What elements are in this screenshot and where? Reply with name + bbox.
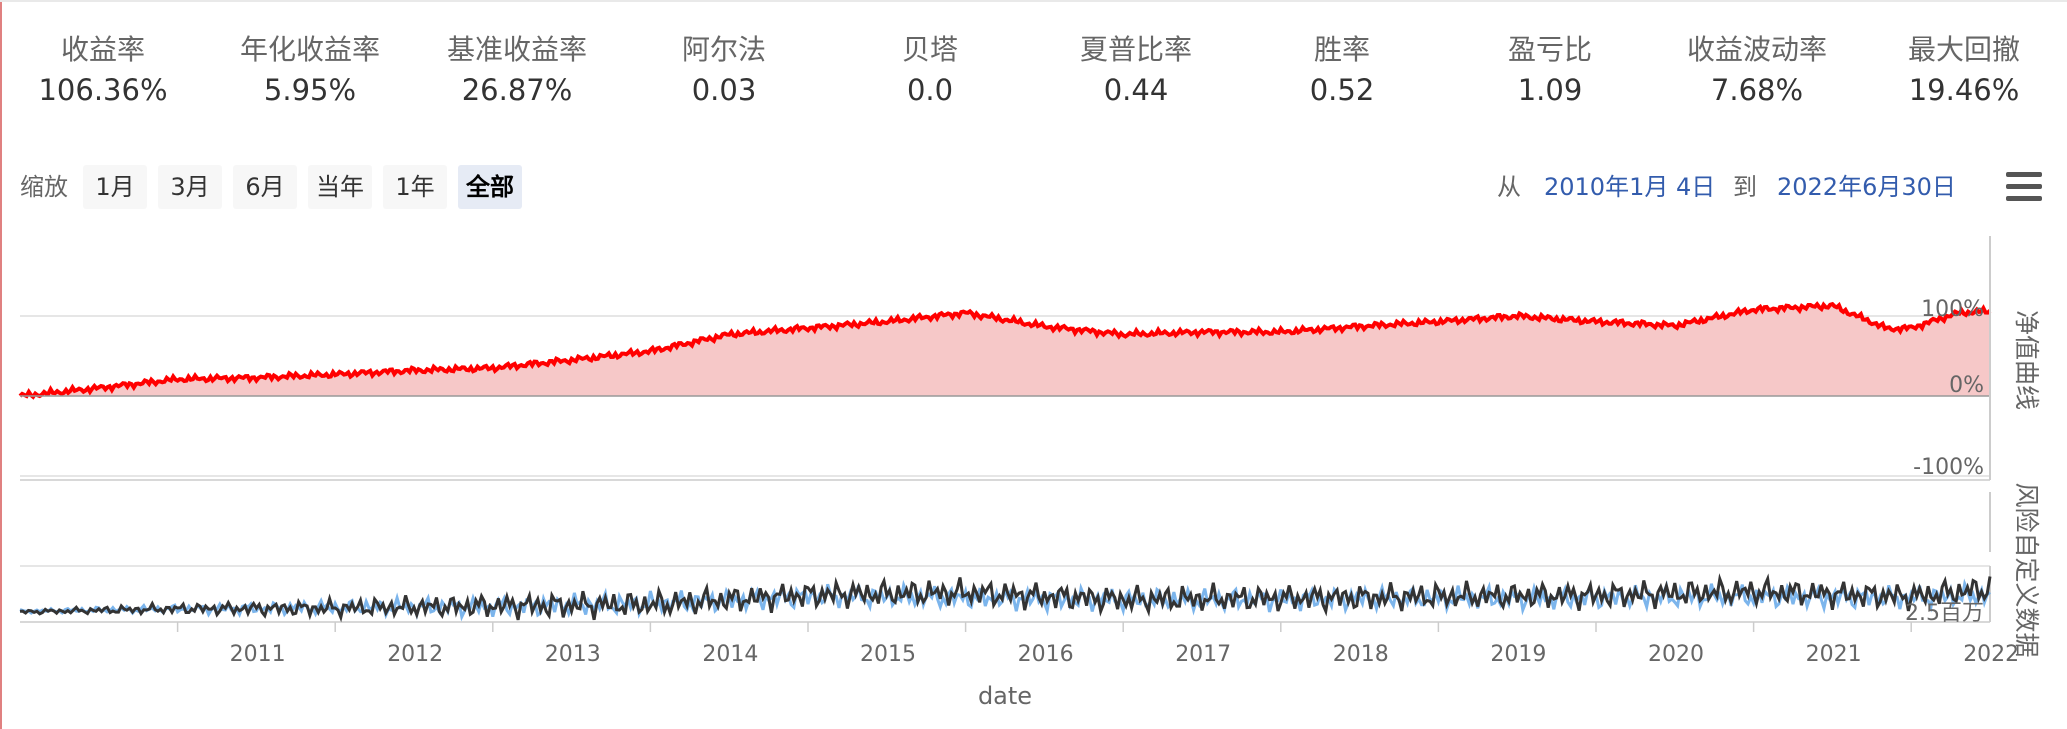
bottom-ytick: 2.5百万 xyxy=(1905,601,1984,626)
x-tick-label: 2022 xyxy=(1963,642,2019,667)
stat-value: 19.46% xyxy=(1908,73,2020,107)
stat-value: 106.36% xyxy=(38,73,168,107)
zoom-all-button[interactable]: 全部 xyxy=(458,165,522,209)
stat-value: 0.52 xyxy=(1309,73,1375,107)
range-from-date[interactable]: 2010年1月 4日 xyxy=(1544,173,1716,201)
stat-label: 收益率 xyxy=(60,33,145,66)
range-to-label: 到 xyxy=(1733,173,1757,201)
x-axis-label: date xyxy=(978,682,1032,710)
stats-bar: 收益率 106.36% 年化收益率 5.95% 基准收益率 26.87% 阿尔法… xyxy=(0,30,2067,110)
chart-svg: 100% 0% -100% 净值曲线 2.5百万 风险自定义数据 2011 201… xyxy=(18,236,2041,710)
stat-label: 年化收益率 xyxy=(239,33,380,66)
stat-sharpe: 夏普比率 0.44 xyxy=(1036,30,1236,110)
stat-beta: 贝塔 0.0 xyxy=(830,30,1030,110)
stat-profit-loss-ratio: 盈亏比 1.09 xyxy=(1450,30,1650,110)
stat-benchmark-return: 基准收益率 26.87% xyxy=(417,30,617,110)
menu-bar xyxy=(2006,184,2042,189)
x-tick-label: 2017 xyxy=(1175,642,1231,667)
risk-series-dark-line xyxy=(19,573,1992,623)
stat-label: 贝塔 xyxy=(901,33,958,66)
stat-value: 0.44 xyxy=(1103,73,1169,107)
x-axis-ticks: 2011 2012 2013 2014 2015 2016 2017 2018 2019 2020… xyxy=(176,622,2019,667)
x-tick-label: 2020 xyxy=(1648,642,1704,667)
range-to-date[interactable]: 2022年6月30日 xyxy=(1777,173,1956,201)
net-value-line xyxy=(18,301,1992,400)
stat-value: 0.03 xyxy=(691,73,757,107)
stat-label: 阿尔法 xyxy=(681,33,766,66)
stat-value: 1.09 xyxy=(1517,73,1583,107)
stat-label: 最大回撤 xyxy=(1907,33,2020,66)
left-edge-line xyxy=(0,0,2,729)
net-value-area xyxy=(20,304,1990,397)
zoom-ytd-button[interactable]: 当年 xyxy=(308,165,372,209)
zoom-label: 缩放 xyxy=(20,173,68,201)
x-tick-label: 2016 xyxy=(1018,642,1074,667)
top-ytick-0: 0% xyxy=(1949,373,1984,398)
stat-value: 7.68% xyxy=(1710,73,1804,107)
x-tick-label: 2011 xyxy=(230,642,286,667)
range-from-label: 从 xyxy=(1497,173,1521,201)
stat-label: 基准收益率 xyxy=(446,33,587,66)
stat-label: 胜率 xyxy=(1313,33,1370,66)
menu-bar xyxy=(2006,172,2042,177)
top-gridlines xyxy=(20,315,1990,477)
bottom-ylabel: 风险自定义数据 xyxy=(2012,482,2041,657)
stat-total-return: 收益率 106.36% xyxy=(3,30,203,110)
stat-value: 5.95% xyxy=(263,73,357,107)
stat-value: 26.87% xyxy=(461,73,573,107)
stat-label: 夏普比率 xyxy=(1079,33,1192,66)
stat-alpha: 阿尔法 0.03 xyxy=(624,30,824,110)
x-tick-label: 2013 xyxy=(545,642,601,667)
menu-icon[interactable] xyxy=(2006,172,2042,202)
stat-volatility: 收益波动率 7.68% xyxy=(1657,30,1857,110)
stat-max-drawdown: 最大回撤 19.46% xyxy=(1864,30,2064,110)
x-tick-label: 2021 xyxy=(1806,642,1862,667)
x-tick-label: 2018 xyxy=(1333,642,1389,667)
x-tick-label: 2015 xyxy=(860,642,916,667)
top-ytick-minus100: -100% xyxy=(1913,455,1984,480)
zoom-6m-button[interactable]: 6月 xyxy=(233,165,297,209)
top-ylabel: 净值曲线 xyxy=(2012,310,2041,410)
stat-win-rate: 胜率 0.52 xyxy=(1242,30,1442,110)
stat-label: 收益波动率 xyxy=(1686,33,1827,66)
stat-annual-return: 年化收益率 5.95% xyxy=(210,30,410,110)
top-edge-line xyxy=(0,0,2067,2)
zoom-1y-button[interactable]: 1年 xyxy=(383,165,447,209)
stat-value: 0.0 xyxy=(906,73,954,107)
zoom-1m-button[interactable]: 1月 xyxy=(83,165,147,209)
stat-label: 盈亏比 xyxy=(1507,33,1592,66)
menu-bar xyxy=(2006,196,2042,201)
top-ytick-100: 100% xyxy=(1921,297,1984,322)
x-tick-label: 2012 xyxy=(387,642,443,667)
x-tick-label: 2019 xyxy=(1490,642,1546,667)
x-tick-label: 2014 xyxy=(702,642,758,667)
zoom-3m-button[interactable]: 3月 xyxy=(158,165,222,209)
